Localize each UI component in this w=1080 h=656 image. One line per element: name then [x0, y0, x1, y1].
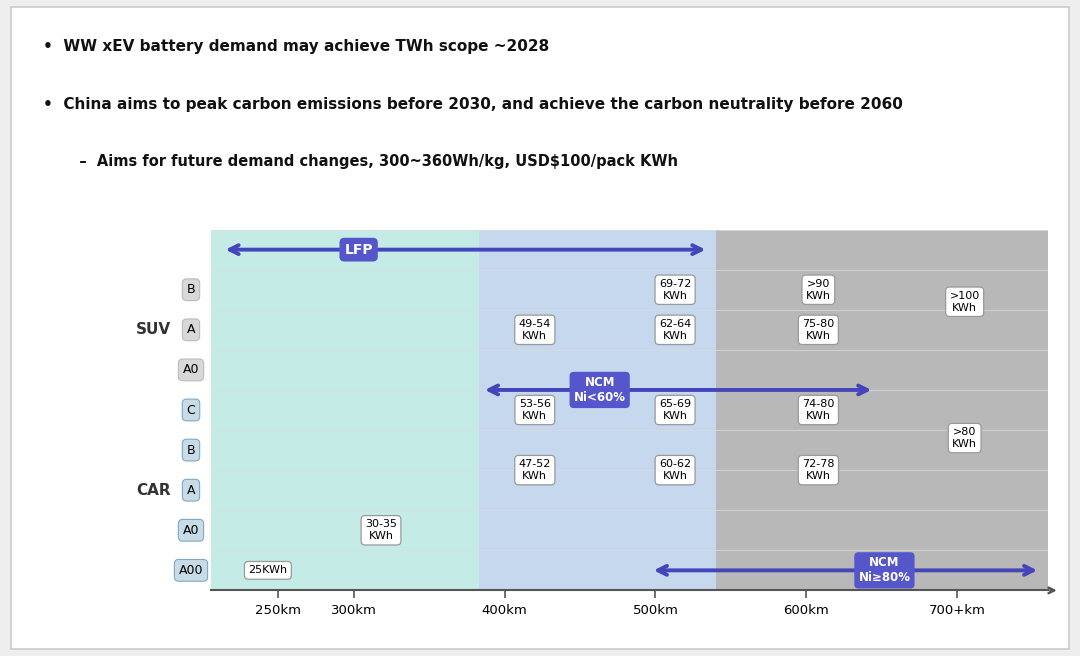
Text: SUV: SUV: [136, 322, 171, 337]
Text: NCM
Ni<60%: NCM Ni<60%: [573, 376, 625, 404]
Text: 47-52
KWh: 47-52 KWh: [518, 459, 551, 481]
Text: •  WW xEV battery demand may achieve TWh scope ~2028: • WW xEV battery demand may achieve TWh …: [42, 39, 549, 54]
Text: 30-35
KWh: 30-35 KWh: [365, 520, 397, 541]
Text: A00: A00: [179, 564, 203, 577]
Text: NCM
Ni≥80%: NCM Ni≥80%: [859, 556, 910, 584]
Bar: [480, 230, 716, 590]
Text: 75-80
KWh: 75-80 KWh: [802, 319, 835, 340]
Text: –  Aims for future demand changes, 300~360Wh/kg, USD$100/pack KWh: – Aims for future demand changes, 300~36…: [64, 154, 678, 169]
Text: 49-54
KWh: 49-54 KWh: [518, 319, 551, 340]
Text: LFP: LFP: [345, 243, 373, 256]
Bar: [716, 230, 1048, 590]
Text: 65-69
KWh: 65-69 KWh: [659, 400, 691, 420]
Text: 60-62
KWh: 60-62 KWh: [659, 459, 691, 481]
Text: >80
KWh: >80 KWh: [953, 427, 977, 449]
Text: B: B: [187, 283, 195, 297]
Text: >100
KWh: >100 KWh: [949, 291, 980, 312]
Text: 72-78
KWh: 72-78 KWh: [802, 459, 835, 481]
Text: A0: A0: [183, 363, 199, 377]
Text: 53-56
KWh: 53-56 KWh: [518, 400, 551, 420]
Text: 25KWh: 25KWh: [248, 565, 287, 575]
Text: 69-72
KWh: 69-72 KWh: [659, 279, 691, 300]
Text: A: A: [187, 483, 195, 497]
Text: CAR: CAR: [136, 483, 171, 498]
Text: C: C: [187, 403, 195, 417]
Text: >90
KWh: >90 KWh: [806, 279, 831, 300]
Text: •  China aims to peak carbon emissions before 2030, and achieve the carbon neutr: • China aims to peak carbon emissions be…: [42, 96, 903, 112]
Text: 62-64
KWh: 62-64 KWh: [659, 319, 691, 340]
Text: A0: A0: [183, 523, 199, 537]
Bar: [211, 230, 480, 590]
Text: B: B: [187, 443, 195, 457]
Text: 74-80
KWh: 74-80 KWh: [802, 400, 835, 420]
Text: A: A: [187, 323, 195, 337]
